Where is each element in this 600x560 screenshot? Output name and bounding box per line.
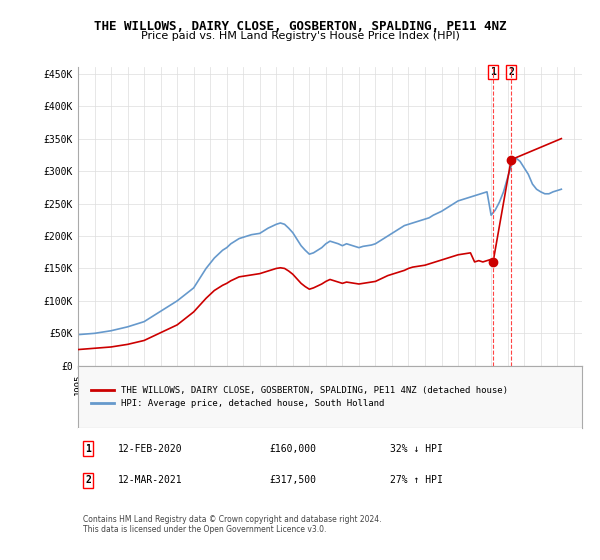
Text: 2: 2 [508,67,514,77]
Text: £160,000: £160,000 [269,444,317,454]
Text: 1: 1 [490,67,496,77]
Text: 32% ↓ HPI: 32% ↓ HPI [391,444,443,454]
Text: THE WILLOWS, DAIRY CLOSE, GOSBERTON, SPALDING, PE11 4NZ: THE WILLOWS, DAIRY CLOSE, GOSBERTON, SPA… [94,20,506,32]
Text: 2: 2 [85,475,91,486]
Text: Price paid vs. HM Land Registry's House Price Index (HPI): Price paid vs. HM Land Registry's House … [140,31,460,41]
Text: 27% ↑ HPI: 27% ↑ HPI [391,475,443,486]
Text: 12-MAR-2021: 12-MAR-2021 [118,475,183,486]
Text: Contains HM Land Registry data © Crown copyright and database right 2024.
This d: Contains HM Land Registry data © Crown c… [83,515,382,534]
Text: £317,500: £317,500 [269,475,317,486]
Legend: THE WILLOWS, DAIRY CLOSE, GOSBERTON, SPALDING, PE11 4NZ (detached house), HPI: A: THE WILLOWS, DAIRY CLOSE, GOSBERTON, SPA… [88,382,512,412]
Text: 12-FEB-2020: 12-FEB-2020 [118,444,183,454]
Text: 1: 1 [85,444,91,454]
